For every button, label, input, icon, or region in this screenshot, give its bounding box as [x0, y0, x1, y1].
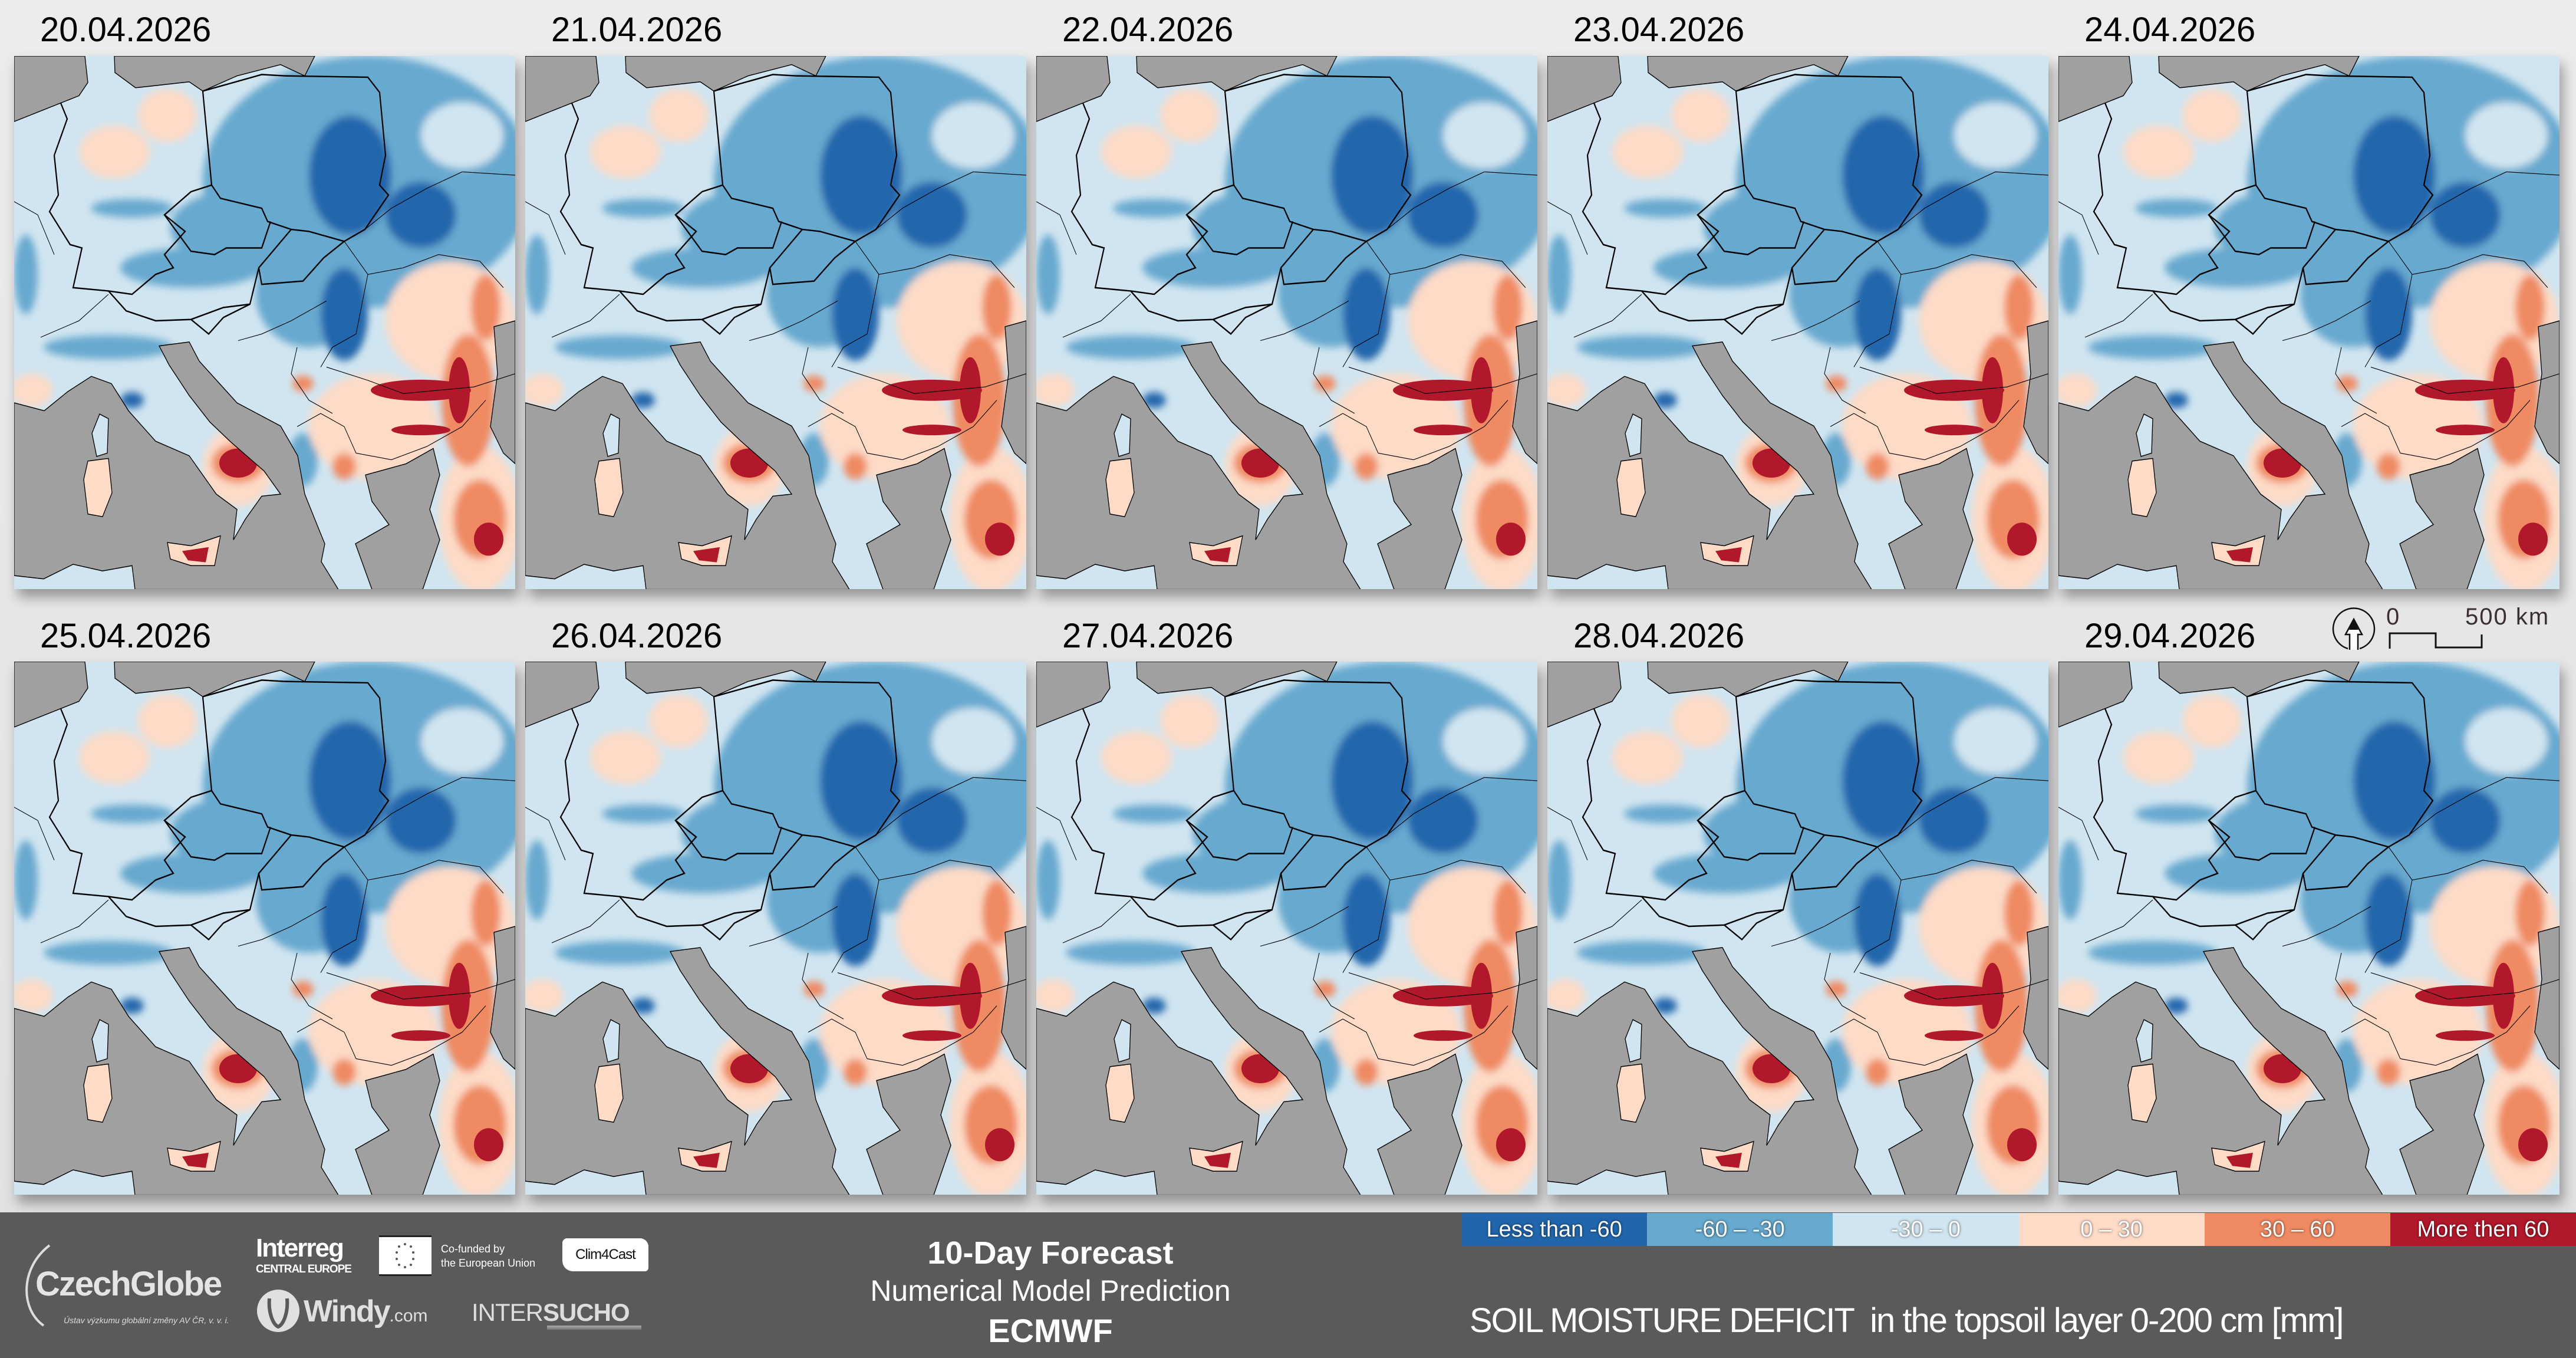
forecast-model: ECMWF [988, 1312, 1113, 1349]
soil-moisture-map [1547, 56, 2048, 589]
legend-item: 30 – 60 [2204, 1213, 2390, 1246]
interreg-subtitle: CENTRAL EUROPE [256, 1263, 352, 1275]
intersucho-a: INTER [472, 1298, 543, 1326]
intersucho-b: SUCHO [543, 1298, 630, 1326]
windy-logo-icon [257, 1290, 299, 1332]
soil-moisture-map [1036, 662, 1537, 1195]
scale-end-label: 500 km [2465, 604, 2550, 630]
legend-bar: Less than -60 -60 – -30 -30 – 0 0 – 30 3… [1461, 1213, 2576, 1246]
soil-moisture-map [525, 56, 1026, 589]
soil-moisture-map [2058, 662, 2559, 1195]
legend-label: 0 – 30 [2080, 1216, 2143, 1242]
czechglobe-arc-icon [25, 1244, 51, 1327]
windy-logo: Windy.com [304, 1294, 428, 1329]
intersucho-logo: INTERSUCHO [472, 1298, 630, 1327]
panel-date: 25.04.2026 [40, 617, 212, 655]
windy-suffix: .com [389, 1306, 428, 1326]
soil-moisture-map [14, 662, 515, 1195]
eu-flag-icon [379, 1235, 431, 1276]
soil-moisture-map [14, 56, 515, 589]
map-panel [1036, 662, 1537, 1195]
map-panel [1036, 56, 1537, 589]
panel-date: 28.04.2026 [1573, 617, 1745, 655]
czechglobe-logo: CzechGlobe [35, 1265, 222, 1303]
scale-bar [2389, 632, 2483, 649]
scale-start-label: 0 [2386, 604, 2401, 630]
soil-moisture-map [2058, 56, 2559, 589]
map-panel [525, 662, 1026, 1195]
map-panel [1547, 662, 2048, 1195]
forecast-subtitle: Numerical Model Prediction [870, 1274, 1231, 1307]
map-panel [14, 56, 515, 589]
clim4cast-label: Clim4Cast [575, 1247, 636, 1262]
north-arrow-icon [2332, 607, 2376, 650]
legend-item: Less than -60 [1461, 1213, 1648, 1246]
clim4cast-logo: Clim4Cast [562, 1238, 648, 1271]
panel-date: 23.04.2026 [1573, 11, 1745, 49]
panel-date: 27.04.2026 [1062, 617, 1234, 655]
panel-date: 21.04.2026 [551, 11, 723, 49]
panel-date: 24.04.2026 [2084, 11, 2256, 49]
eu-cofunded-line1: Co-funded by [441, 1243, 505, 1255]
legend-label: -30 – 0 [1890, 1216, 1961, 1242]
soil-moisture-map [1547, 662, 2048, 1195]
map-panel [2058, 56, 2559, 589]
legend-item: More then 60 [2390, 1213, 2576, 1246]
czechglobe-subtitle: Ústav výzkumu globální změny AV ČR, v. v… [64, 1316, 229, 1325]
map-panel [2058, 662, 2559, 1195]
panel-date: 22.04.2026 [1062, 11, 1234, 49]
legend-item: 0 – 30 [2018, 1213, 2205, 1246]
eu-cofunded-line2: the European Union [441, 1257, 536, 1269]
forecast-title: 10-Day Forecast [927, 1235, 1174, 1271]
windy-label: Windy [304, 1294, 391, 1329]
legend-label: -60 – -30 [1695, 1216, 1785, 1242]
map-panel [14, 662, 515, 1195]
legend-label: 30 – 60 [2259, 1216, 2335, 1242]
map-panel [525, 56, 1026, 589]
map-panel [1547, 56, 2048, 589]
legend-item: -60 – -30 [1647, 1213, 1833, 1246]
legend-title: SOIL MOISTURE DEFICIT in the topsoil lay… [1470, 1301, 2344, 1340]
soil-moisture-map [1036, 56, 1537, 589]
legend-label: Less than -60 [1486, 1216, 1622, 1242]
legend-label: More then 60 [2417, 1216, 2549, 1242]
soil-moisture-map [525, 662, 1026, 1195]
legend-item: -30 – 0 [1833, 1213, 2019, 1246]
footer: CzechGlobe Ústav výzkumu globální změny … [0, 1212, 2576, 1358]
panel-date: 29.04.2026 [2084, 617, 2256, 655]
intersucho-underline [547, 1326, 641, 1330]
panel-date: 26.04.2026 [551, 617, 723, 655]
panel-date: 20.04.2026 [40, 11, 212, 49]
interreg-logo: Interreg [256, 1234, 344, 1262]
